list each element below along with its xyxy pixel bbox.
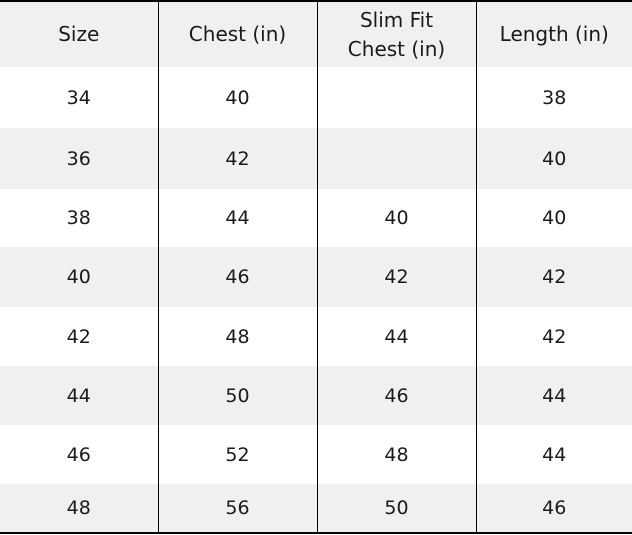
table-row: 38 44 40 40 (0, 189, 632, 247)
table-row: 44 50 46 44 (0, 366, 632, 425)
header-length: Length (in) (475, 1, 632, 67)
table-cell: 48 (316, 425, 476, 484)
header-size: Size (0, 1, 158, 67)
table-cell: 34 (66, 86, 91, 109)
table-row: 36 42 40 (0, 128, 632, 189)
table-cell: 42 (475, 307, 632, 366)
header-chest: Chest (in) (157, 1, 317, 67)
table-cell: 42 (475, 247, 632, 307)
table-cell: 46 (316, 366, 476, 425)
table-cell: 40 (475, 189, 632, 247)
table-row: 34 40 38 (0, 67, 632, 128)
table-cell: 46 (475, 484, 632, 533)
table-cell: 44 (157, 189, 317, 247)
table-cell: 44 (475, 366, 632, 425)
table-cell: 50 (316, 484, 476, 533)
table-cell: 44 (475, 425, 632, 484)
table-cell: 36 (0, 128, 158, 189)
table-cell: 46 (66, 443, 91, 466)
table-cell (316, 128, 476, 189)
table-cell: 48 (157, 307, 317, 366)
table-cell: 40 (475, 128, 632, 189)
table-cell: 40 (316, 189, 476, 247)
table-cell: 42 (66, 325, 91, 348)
table-cell: 48 (0, 484, 158, 533)
header-slim-fit-chest: Slim Fit Chest (in) (316, 1, 476, 67)
table-cell: 52 (157, 425, 317, 484)
table-row: 48 56 50 46 (0, 484, 632, 533)
table-cell: 40 (0, 247, 158, 307)
table-cell: 42 (316, 247, 476, 307)
header-row: Size Chest (in) Slim Fit Chest (in) Leng… (0, 1, 632, 67)
table-cell: 38 (66, 207, 91, 229)
table-cell: 56 (157, 484, 317, 533)
table-row: 40 46 42 42 (0, 247, 632, 307)
table-cell: 40 (157, 67, 317, 128)
table-row: 42 48 44 42 (0, 307, 632, 366)
table-cell: 38 (475, 67, 632, 128)
table-cell: 50 (157, 366, 317, 425)
table-cell: 44 (0, 366, 158, 425)
table-row: 46 52 48 44 (0, 425, 632, 484)
table-cell: 42 (157, 128, 317, 189)
table-cell (316, 67, 476, 128)
table-cell: 44 (316, 307, 476, 366)
table-cell: 46 (157, 247, 317, 307)
